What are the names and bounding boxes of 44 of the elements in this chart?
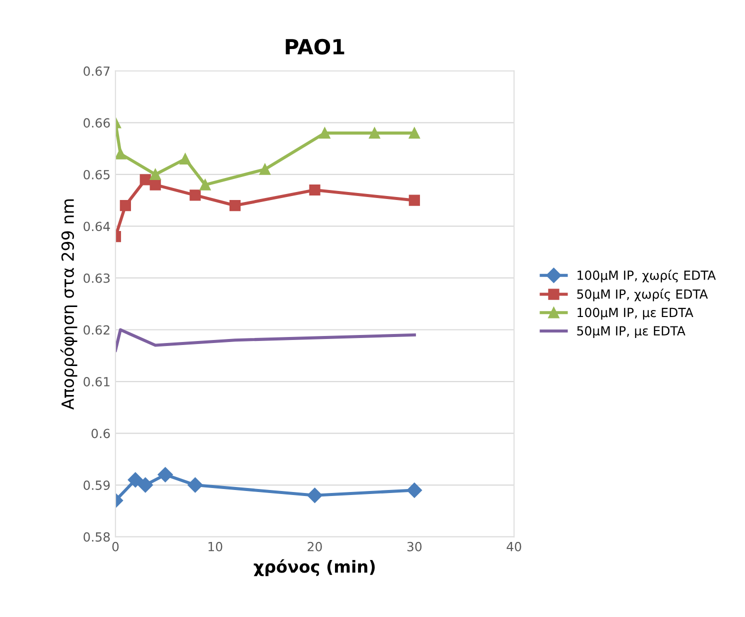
x-tick-label: 40 — [506, 542, 522, 552]
y-tick-label: 0.62 — [84, 325, 110, 335]
x-tick-label: 20 — [308, 542, 322, 552]
y-axis-title: Απορρόφηση στα 299 nm — [60, 199, 78, 410]
chart-title: PAO1 — [286, 38, 344, 55]
point — [120, 200, 131, 212]
legend-label: 100μM IP, χωρίς EDTA — [578, 270, 716, 282]
point — [319, 128, 330, 139]
point — [150, 168, 161, 180]
y-tick-label: 0.6 — [92, 428, 110, 438]
y-tick-label: 0.59 — [84, 480, 110, 490]
line-series — [115, 328, 416, 352]
point — [158, 467, 173, 482]
point — [190, 190, 201, 201]
x-tick-label: 30 — [407, 542, 422, 552]
y-tick-label: 0.65 — [84, 170, 110, 180]
point — [200, 179, 211, 190]
point — [180, 153, 191, 164]
point — [140, 174, 151, 186]
point — [150, 179, 161, 190]
point — [128, 472, 143, 488]
y-tick-label: 0.64 — [84, 222, 110, 232]
x-tick-label: 0 — [112, 542, 119, 552]
point — [309, 184, 320, 196]
point — [259, 164, 270, 175]
point — [229, 200, 241, 212]
point — [307, 488, 322, 503]
x-axis-title: χρόνος (min) — [254, 559, 375, 576]
legend-label: 100μM IP, με EDTA — [578, 308, 694, 320]
legend-label: 50μM IP, χωρίς EDTA — [577, 288, 708, 302]
point — [408, 194, 420, 206]
point — [115, 148, 126, 160]
legend-label: 50μM IP, με EDTA — [577, 326, 686, 338]
y-tick-label: 0.66 — [84, 118, 110, 128]
point — [368, 128, 380, 139]
point — [408, 128, 420, 139]
x-tick-label: 10 — [208, 542, 222, 552]
point — [188, 477, 203, 493]
point — [138, 477, 153, 493]
y-tick-label: 0.61 — [84, 376, 110, 386]
y-tick-label: 0.67 — [84, 66, 110, 76]
y-tick-label: 0.58 — [84, 532, 110, 542]
point — [406, 482, 422, 498]
y-tick-label: 0.63 — [84, 273, 110, 283]
